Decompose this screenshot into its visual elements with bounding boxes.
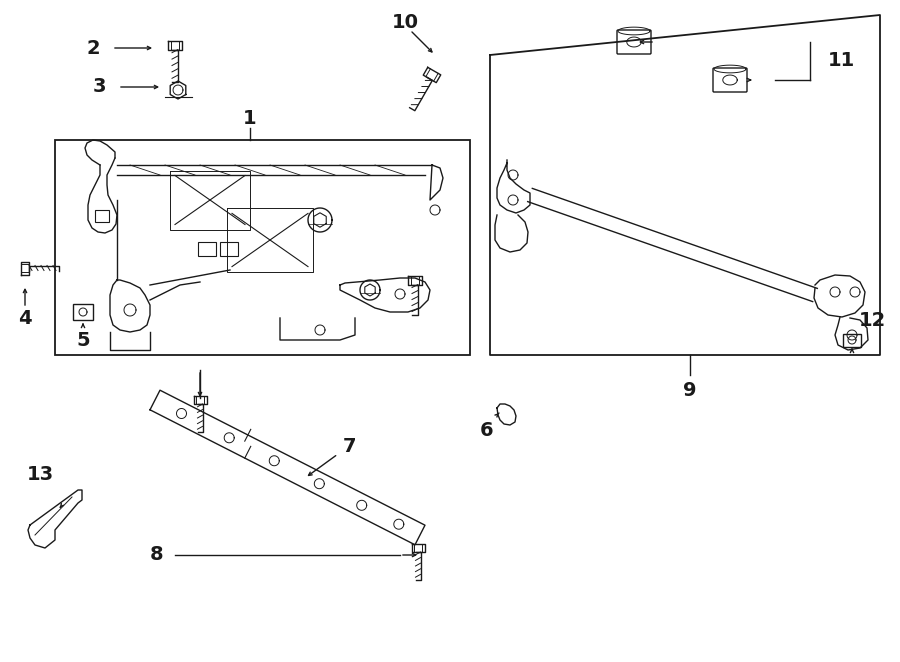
Bar xyxy=(55,140,470,355)
Text: 2: 2 xyxy=(86,38,100,58)
Bar xyxy=(843,334,861,346)
Bar xyxy=(95,210,109,222)
Bar xyxy=(198,242,216,256)
Text: 9: 9 xyxy=(683,381,697,399)
Bar xyxy=(73,304,93,320)
Text: 13: 13 xyxy=(26,465,54,485)
Text: 12: 12 xyxy=(859,310,886,330)
Text: 11: 11 xyxy=(828,50,855,70)
Text: 7: 7 xyxy=(343,438,356,457)
Text: 5: 5 xyxy=(76,330,90,350)
Text: 8: 8 xyxy=(149,545,163,565)
Text: 1: 1 xyxy=(243,109,256,128)
Text: 4: 4 xyxy=(18,308,32,328)
Bar xyxy=(220,242,238,256)
Text: 3: 3 xyxy=(93,77,106,97)
Text: 10: 10 xyxy=(392,13,418,32)
Text: 6: 6 xyxy=(481,420,494,440)
